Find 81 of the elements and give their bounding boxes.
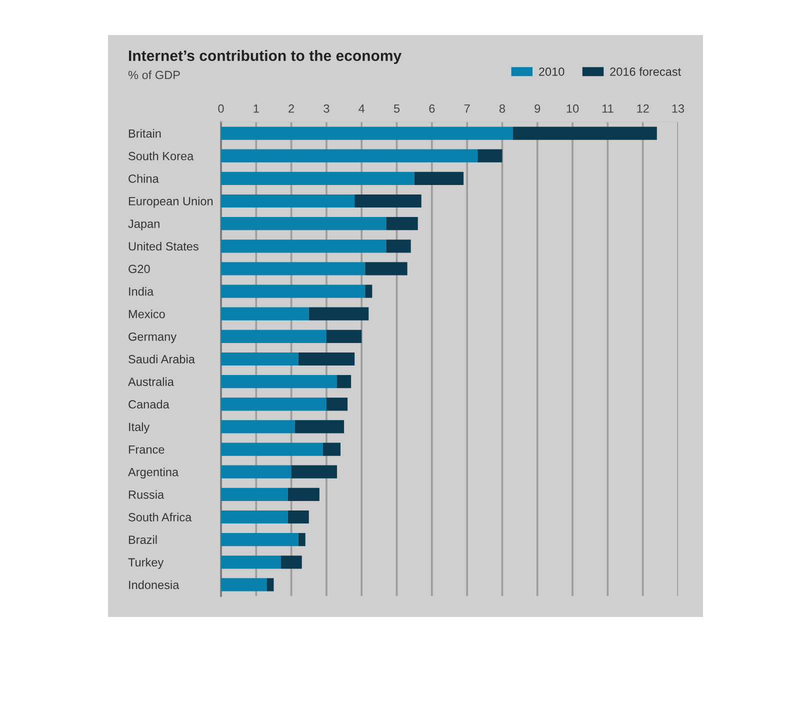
bar <box>478 149 502 162</box>
bar <box>294 420 344 434</box>
bar <box>365 262 408 276</box>
bar <box>221 284 366 298</box>
bar <box>221 172 414 185</box>
bar <box>266 578 274 592</box>
bar <box>221 420 295 434</box>
bar <box>298 533 306 546</box>
x-tick-label: 4 <box>358 104 365 113</box>
bar <box>221 307 309 320</box>
y-tick-label: G20 <box>128 264 150 274</box>
x-tick-label: 11 <box>602 104 614 113</box>
bar <box>221 533 298 546</box>
bar <box>512 126 657 140</box>
bar <box>221 465 292 478</box>
y-tick-label: China <box>128 174 159 183</box>
x-tick-label: 0 <box>218 104 224 113</box>
y-tick-label: Australia <box>128 377 174 386</box>
bar <box>288 510 309 524</box>
bar <box>221 217 386 230</box>
bar <box>322 442 341 456</box>
bar <box>221 488 288 501</box>
x-tick-label: 9 <box>534 104 540 113</box>
x-tick-label: 2 <box>288 104 294 113</box>
bar <box>221 510 288 524</box>
x-tick-label: 12 <box>637 104 649 113</box>
y-tick-label: Britain <box>128 129 161 138</box>
bar <box>337 375 352 388</box>
bar <box>221 375 338 388</box>
bar <box>298 352 355 366</box>
bar <box>221 149 478 162</box>
bar <box>221 578 267 592</box>
y-tick-label: Turkey <box>128 558 164 569</box>
bar <box>221 398 326 411</box>
chart-title: Internet’s contribution to the economy <box>129 50 402 64</box>
bar <box>221 262 366 276</box>
bar <box>221 330 326 343</box>
x-tick-label: 7 <box>464 104 470 113</box>
y-tick-label: South Korea <box>128 152 194 160</box>
x-tick-label: 1 <box>254 104 259 113</box>
y-tick-label: Saudi Arabia <box>128 354 195 364</box>
bar <box>414 172 464 185</box>
bar <box>291 465 338 478</box>
y-tick-label: Argentina <box>128 468 179 479</box>
y-tick-label: Germany <box>128 332 177 344</box>
bar <box>365 284 372 298</box>
y-tick-label: India <box>129 287 154 296</box>
legend-label: 2010 <box>539 68 564 76</box>
bar <box>288 488 320 501</box>
x-tick-label: 5 <box>394 104 400 113</box>
y-tick-label: Italy <box>129 422 150 434</box>
bar <box>386 240 411 253</box>
bar <box>221 352 298 366</box>
x-tick-label: 6 <box>429 104 435 113</box>
bar <box>221 556 281 569</box>
y-tick-label: Brazil <box>128 535 157 544</box>
y-tick-label: France <box>128 445 164 454</box>
y-tick-label: Russia <box>128 490 164 499</box>
bar <box>326 330 362 343</box>
y-tick-label: Indonesia <box>129 580 180 590</box>
bar <box>221 240 386 253</box>
y-tick-label: Japan <box>128 220 160 230</box>
chart-subtitle: % of GDP <box>128 70 180 80</box>
bar <box>221 194 355 208</box>
legend-label: 2016 forecast <box>610 67 682 76</box>
x-tick-label: 10 <box>566 104 579 113</box>
bar <box>221 126 513 140</box>
x-tick-label: 13 <box>672 104 684 113</box>
y-tick-label: European Union <box>128 196 213 208</box>
bar <box>280 556 302 569</box>
y-tick-label: South Africa <box>128 512 192 522</box>
y-tick-label: Canada <box>128 400 170 409</box>
x-tick-label: 3 <box>324 104 330 113</box>
y-tick-label: United States <box>128 242 198 251</box>
bar <box>354 194 422 208</box>
bar <box>326 398 348 411</box>
x-tick-label: 8 <box>499 104 505 113</box>
y-tick-label: Mexico <box>128 310 165 318</box>
bar <box>386 217 418 230</box>
bar <box>308 307 369 320</box>
bar <box>221 442 323 456</box>
